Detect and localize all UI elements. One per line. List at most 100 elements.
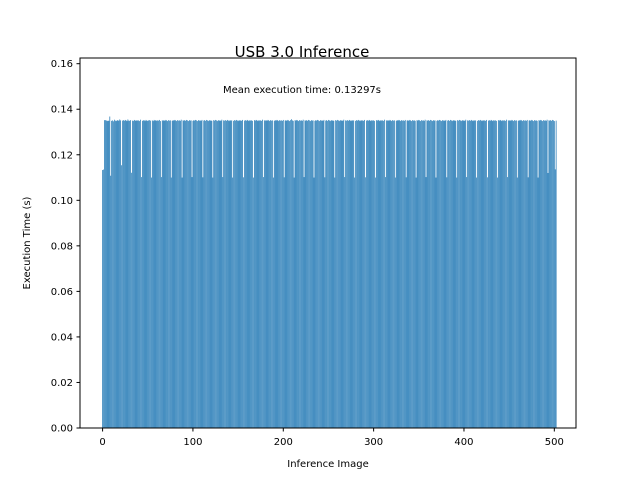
bar <box>508 120 510 429</box>
bar <box>379 121 381 429</box>
bar <box>113 119 115 428</box>
bar <box>113 121 114 428</box>
bar <box>188 121 189 429</box>
bar <box>250 120 252 429</box>
bar <box>478 120 480 429</box>
bar <box>169 120 170 429</box>
bar <box>472 121 474 429</box>
bar <box>334 177 336 428</box>
bar <box>173 120 175 429</box>
bar <box>201 119 203 428</box>
bar <box>427 120 429 429</box>
bar <box>209 120 211 429</box>
bar <box>328 119 329 428</box>
bar <box>462 120 464 429</box>
bar <box>189 120 191 429</box>
bar <box>271 120 272 429</box>
bar <box>300 120 302 428</box>
bar <box>480 120 482 428</box>
bar <box>193 120 195 428</box>
bar <box>357 119 359 428</box>
bar <box>326 120 328 428</box>
bar <box>267 119 269 428</box>
bar <box>225 120 227 428</box>
bar <box>487 177 488 428</box>
bar <box>544 120 545 429</box>
bar <box>506 119 507 428</box>
bar <box>179 120 180 428</box>
bar <box>295 120 297 429</box>
bar <box>470 119 472 428</box>
bar <box>319 121 320 429</box>
bar <box>524 120 525 429</box>
bar <box>384 119 385 428</box>
bar <box>535 120 537 428</box>
bar <box>406 120 408 429</box>
bar <box>458 120 459 429</box>
bar <box>343 119 345 428</box>
bar <box>415 177 417 428</box>
bar <box>291 120 293 428</box>
bar <box>502 120 504 428</box>
bar <box>260 120 262 428</box>
x-axis-label: Inference Image <box>287 459 369 470</box>
bar <box>181 177 183 428</box>
bar <box>176 121 178 429</box>
bar <box>292 120 294 428</box>
bar <box>281 120 282 428</box>
bar <box>224 120 225 429</box>
bar <box>554 169 556 429</box>
y-tick-label: 0.04 <box>51 332 73 343</box>
bar <box>527 177 529 428</box>
bar <box>198 120 200 429</box>
bar <box>192 120 194 428</box>
bar <box>114 120 116 429</box>
bar <box>425 177 427 428</box>
bar <box>143 120 145 428</box>
bar <box>404 119 406 428</box>
bar <box>440 120 441 428</box>
bar <box>128 120 130 429</box>
bar <box>552 119 553 428</box>
bar <box>441 120 443 428</box>
bar <box>553 120 554 428</box>
bar <box>324 177 326 428</box>
bar <box>407 120 409 428</box>
bar <box>210 120 212 428</box>
bar <box>493 120 495 428</box>
bar <box>127 119 129 429</box>
bar <box>132 121 134 429</box>
bar <box>349 120 351 428</box>
bar <box>510 120 512 428</box>
bar <box>434 120 436 428</box>
bar <box>523 120 524 428</box>
bar <box>525 120 526 428</box>
bar <box>485 120 487 428</box>
bar <box>447 120 449 429</box>
bar <box>365 177 366 428</box>
bar <box>161 120 163 428</box>
bar <box>262 119 263 428</box>
bar <box>418 119 420 428</box>
bar <box>160 121 161 429</box>
bar <box>245 120 247 428</box>
bar <box>421 120 422 428</box>
bar <box>422 120 424 428</box>
bar <box>312 120 314 428</box>
bar <box>102 170 103 428</box>
bar <box>282 120 283 428</box>
bar <box>284 120 286 429</box>
bar <box>182 120 184 428</box>
bar <box>236 120 238 428</box>
bar <box>221 119 223 428</box>
bar <box>512 120 514 428</box>
bar <box>228 121 230 429</box>
bar <box>410 120 412 428</box>
bar <box>416 120 418 428</box>
bar <box>287 119 289 428</box>
bar <box>196 120 197 428</box>
bar <box>543 120 544 428</box>
bar <box>371 120 373 428</box>
bar <box>160 177 162 428</box>
bar <box>549 120 551 429</box>
